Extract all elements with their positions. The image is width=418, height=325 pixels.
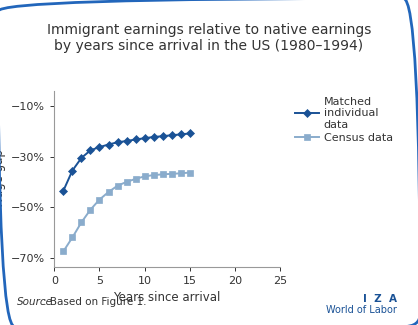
Census data bbox=[133, 177, 138, 181]
X-axis label: Years since arrival: Years since arrival bbox=[114, 291, 221, 304]
Matched
individual
data bbox=[133, 137, 138, 141]
Census data bbox=[160, 172, 165, 176]
Text: World of Labor: World of Labor bbox=[326, 305, 397, 315]
Text: I  Z  A: I Z A bbox=[363, 294, 397, 304]
Census data bbox=[88, 208, 93, 212]
Census data bbox=[61, 249, 66, 253]
Line: Census data: Census data bbox=[60, 169, 193, 254]
Y-axis label: Wage gap: Wage gap bbox=[0, 149, 5, 208]
Census data bbox=[142, 175, 147, 178]
Matched
individual
data bbox=[142, 136, 147, 140]
Census data bbox=[97, 198, 102, 202]
Matched
individual
data bbox=[106, 143, 111, 147]
Census data bbox=[115, 184, 120, 188]
Matched
individual
data bbox=[97, 145, 102, 149]
Matched
individual
data bbox=[178, 133, 183, 136]
Matched
individual
data bbox=[61, 189, 66, 193]
Census data bbox=[70, 236, 75, 240]
Text: Source: Source bbox=[17, 297, 53, 307]
Matched
individual
data bbox=[160, 134, 165, 138]
Census data bbox=[151, 173, 156, 177]
Census data bbox=[187, 171, 192, 175]
Census data bbox=[178, 171, 183, 175]
Matched
individual
data bbox=[151, 135, 156, 139]
Legend: Matched
individual
data, Census data: Matched individual data, Census data bbox=[295, 97, 393, 143]
Census data bbox=[106, 190, 111, 194]
Census data bbox=[79, 220, 84, 224]
Census data bbox=[124, 180, 129, 184]
Matched
individual
data bbox=[169, 133, 174, 137]
Matched
individual
data bbox=[70, 169, 75, 173]
Matched
individual
data bbox=[88, 149, 93, 152]
Matched
individual
data bbox=[115, 140, 120, 144]
Line: Matched
individual
data: Matched individual data bbox=[60, 130, 193, 194]
Matched
individual
data bbox=[79, 156, 84, 160]
Matched
individual
data bbox=[124, 139, 129, 143]
Text: Immigrant earnings relative to native earnings
by years since arrival in the US : Immigrant earnings relative to native ea… bbox=[47, 23, 371, 53]
Matched
individual
data bbox=[187, 132, 192, 136]
Text: : Based on Figure 1.: : Based on Figure 1. bbox=[43, 297, 146, 307]
Census data bbox=[169, 172, 174, 176]
